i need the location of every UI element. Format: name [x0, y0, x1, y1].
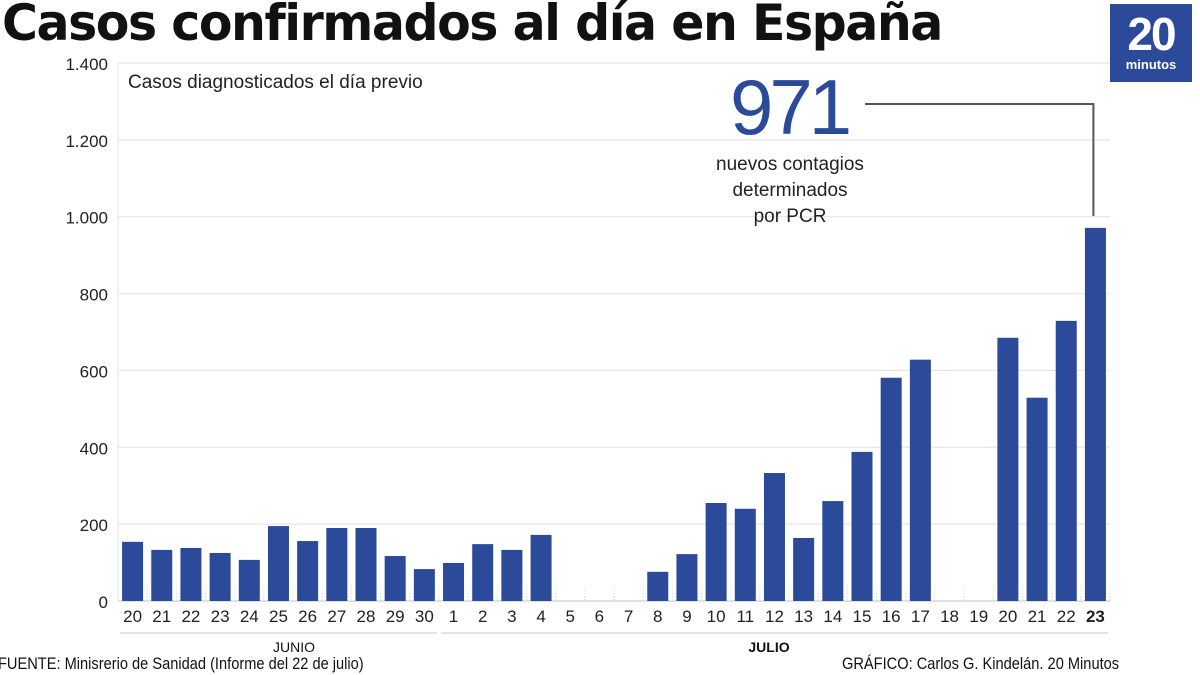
- bar: [413, 569, 435, 601]
- bar: [851, 451, 873, 601]
- y-tick-label: 200: [80, 516, 108, 535]
- x-tick-label: 30: [415, 607, 434, 626]
- bar: [209, 552, 231, 601]
- x-tick-label: 11: [736, 607, 754, 626]
- x-tick-label: 20: [123, 607, 142, 626]
- credit-note: GRÁFICO: Carlos G. Kindelán. 20 Minutos: [842, 654, 1120, 673]
- x-tick-label: 18: [940, 607, 959, 626]
- bar: [705, 503, 727, 601]
- x-tick-label: 10: [707, 607, 726, 626]
- bar: [180, 547, 202, 601]
- x-tick-label: 4: [536, 607, 545, 626]
- x-tick-label: 14: [823, 607, 842, 626]
- logo-number: 20: [1127, 8, 1176, 60]
- bar: [1084, 227, 1106, 601]
- bar: [326, 527, 348, 601]
- x-tick-label: 15: [853, 607, 872, 626]
- bar: [122, 541, 144, 601]
- x-tick-label: 22: [181, 607, 200, 626]
- x-axis-ticks: 20 21 22 23 24 25 26 27 28 29 30 1 2 3 4 5 6 7 8 9 10 11 12 13 1…: [123, 607, 1105, 626]
- x-tick-label: 20: [998, 607, 1017, 626]
- y-tick-label: 1.400: [65, 55, 108, 74]
- x-tick-label: 19: [969, 607, 988, 626]
- bar: [501, 549, 523, 601]
- y-tick-label: 800: [80, 286, 108, 305]
- chart-title: Casos confirmados al día en España: [2, 0, 943, 52]
- x-tick-label: 3: [507, 607, 516, 626]
- y-tick-label: 1.000: [65, 209, 108, 228]
- bar: [267, 526, 289, 601]
- callout-leader: [865, 103, 1095, 216]
- x-tick-label: 17: [911, 607, 930, 626]
- bar: [909, 359, 931, 601]
- x-tick-label: 21: [152, 607, 171, 626]
- chart-subtitle: Casos diagnosticados el día previo: [128, 72, 423, 93]
- callout-value: 971: [730, 63, 852, 151]
- x-tick-label: 8: [653, 607, 662, 626]
- source-note: FUENTE: Minisrerio de Sanidad (Informe d…: [0, 654, 364, 673]
- x-tick-label: 22: [1057, 607, 1076, 626]
- y-axis-ticks: 0 200 400 600 800 1.000 1.200 1.400: [65, 55, 108, 612]
- callout-leader-line: [865, 103, 1095, 216]
- x-tick-label: 9: [682, 607, 691, 626]
- bar: [880, 377, 902, 601]
- logo-word: minutos: [1125, 57, 1177, 72]
- x-tick-label: 7: [624, 607, 633, 626]
- x-tick-label: 6: [595, 607, 604, 626]
- x-tick-label: 2: [478, 607, 487, 626]
- x-tick-label: 27: [327, 607, 346, 626]
- bar: [472, 544, 494, 601]
- month-label: JULIO: [748, 639, 789, 655]
- y-tick-label: 0: [99, 593, 108, 612]
- bars: [122, 227, 1106, 601]
- x-tick-label: 26: [298, 607, 317, 626]
- month-groups: JUNIO JULIO: [120, 632, 1108, 655]
- bar: [1026, 397, 1048, 601]
- y-tick-label: 400: [80, 439, 108, 458]
- bar: [355, 527, 377, 601]
- bar: [763, 473, 785, 601]
- bar: [297, 541, 319, 601]
- month-label: JUNIO: [273, 639, 315, 655]
- callout-line-1: nuevos contagios: [716, 154, 864, 175]
- gridlines: [117, 62, 1111, 602]
- bar: [676, 554, 698, 601]
- brand-logo: 20 minutos: [1110, 4, 1192, 82]
- callout-line-2: determinados: [732, 180, 848, 201]
- x-tick-label: 25: [269, 607, 288, 626]
- bar: [384, 556, 406, 601]
- bar: [238, 559, 260, 601]
- bar: [151, 549, 173, 601]
- x-tick-label: 13: [794, 607, 813, 626]
- bar: [443, 562, 465, 601]
- callout-line-3: por PCR: [753, 206, 827, 227]
- bar: [734, 508, 756, 601]
- bar: [793, 537, 815, 601]
- x-tick-label: 16: [882, 607, 901, 626]
- x-tick-label: 29: [386, 607, 405, 626]
- x-tick-label: 12: [765, 607, 784, 626]
- x-tick-label: 5: [566, 607, 575, 626]
- x-tick-label: 24: [240, 607, 259, 626]
- x-tick-label: 28: [357, 607, 376, 626]
- x-tick-label: 23: [1086, 607, 1105, 626]
- bar: [822, 501, 844, 601]
- y-tick-label: 600: [80, 362, 108, 381]
- bar: [997, 337, 1019, 601]
- callout-text: nuevos contagios determinados por PCR: [690, 152, 890, 230]
- bar: [1055, 320, 1077, 601]
- x-tick-label: 21: [1028, 607, 1047, 626]
- y-tick-label: 1.200: [65, 132, 108, 151]
- x-tick-label: 23: [211, 607, 230, 626]
- x-tick-label: 1: [449, 607, 458, 626]
- bar: [530, 534, 552, 601]
- bar: [647, 571, 669, 601]
